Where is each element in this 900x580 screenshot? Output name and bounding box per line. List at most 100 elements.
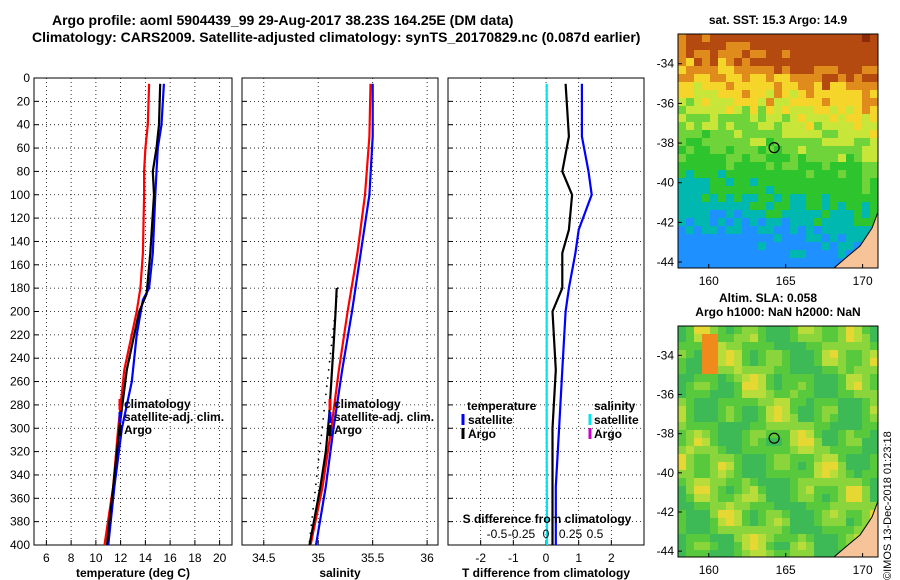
argo-salinity-dot: [325, 385, 328, 388]
sst-map-cell: [758, 186, 767, 195]
sla-map-cell: [718, 334, 727, 343]
sst-map-cell: [846, 130, 855, 139]
sst-map-cell: [750, 122, 759, 131]
sst-map-cell: [838, 98, 847, 107]
sla-map-cell: [798, 334, 807, 343]
sla-map-cell: [718, 382, 727, 391]
sla-map-cell: [694, 510, 703, 519]
sla-map-cell: [806, 414, 815, 423]
difference-xtick-label: 2: [608, 551, 615, 565]
sst-map-cell: [854, 226, 863, 235]
sst-map-cell: [854, 218, 863, 227]
sla-map-cell: [718, 422, 727, 431]
sla-map-cell: [790, 326, 799, 335]
sst-map-cell: [710, 186, 719, 195]
sla-map-cell: [726, 454, 735, 463]
sst-map-cell: [806, 242, 815, 251]
sla-map-cell: [814, 542, 823, 551]
sst-map-cell: [814, 250, 823, 259]
sla-map-cell: [766, 462, 775, 471]
sst-map-cell: [790, 194, 799, 203]
sla-map-cell: [854, 494, 863, 503]
sst-map-cell: [750, 50, 759, 59]
sst-map-cell: [862, 130, 871, 139]
sst-map-cell: [846, 162, 855, 171]
sst-map-cell: [750, 98, 759, 107]
sst-map-cell: [750, 42, 759, 51]
sst-map-cell: [750, 106, 759, 115]
sst-map-cell: [758, 266, 767, 269]
sst-map-cell: [678, 114, 687, 123]
sla-map-cell: [750, 454, 759, 463]
sst-map-cell: [702, 202, 711, 211]
sst-map-cell: [774, 114, 783, 123]
salinity-xtick-label: 36: [420, 551, 434, 565]
argo-salinity-dot: [311, 516, 314, 518]
sst-map-cell: [694, 170, 703, 179]
sla-map-cell: [806, 366, 815, 375]
sla-map-cell: [822, 550, 831, 558]
sst-map-cell: [790, 258, 799, 267]
sst-map-cell: [694, 218, 703, 227]
sst-map-cell: [702, 138, 711, 147]
sst-map-cell: [678, 234, 687, 243]
sla-map-cell: [766, 518, 775, 527]
sla-map-cell: [862, 414, 871, 423]
sst-map-cell: [838, 66, 847, 75]
sst-map-cell: [694, 154, 703, 163]
sst-map-cell: [766, 154, 775, 163]
imos-timestamp: ©IMOS 13-Dec-2018 01:23:18: [882, 431, 894, 580]
sst-map-cell: [862, 154, 871, 163]
sst-map-cell: [718, 202, 727, 211]
sst-map-cell: [790, 154, 799, 163]
sst-map-cell: [678, 42, 687, 51]
sst-map-cell: [870, 154, 879, 163]
sla-map-cell: [846, 326, 855, 335]
sst-map-cell: [782, 210, 791, 219]
sla-map-cell: [726, 334, 735, 343]
sla-map-cell: [734, 462, 743, 471]
sla-map-cell: [782, 374, 791, 383]
sst-map-cell: [814, 202, 823, 211]
sla-map-cell: [782, 478, 791, 487]
sla-map-cell: [790, 454, 799, 463]
sla-map-cell: [750, 406, 759, 415]
sst-map-cell: [702, 106, 711, 115]
sst-map-cell: [702, 74, 711, 83]
sst-map-cell: [686, 258, 695, 267]
sst-map-cell: [814, 42, 823, 51]
sla-map-cell: [750, 350, 759, 359]
sla-map-cell: [782, 542, 791, 551]
sla-map-cell: [694, 358, 703, 367]
sla-map-cell: [830, 334, 839, 343]
sla-map-cell: [758, 502, 767, 511]
sla-map-cell: [718, 534, 727, 543]
sla-map-cell: [686, 494, 695, 503]
sla-map-cell: [726, 414, 735, 423]
sla-map-cell: [822, 542, 831, 551]
sst-map-cell: [750, 226, 759, 235]
sla-map-cell: [702, 486, 711, 495]
sla-map-cell: [694, 542, 703, 551]
sla-map-cell: [814, 374, 823, 383]
sst-map-cell: [838, 234, 847, 243]
sst-map-cell: [782, 82, 791, 91]
sla-map-cell: [782, 422, 791, 431]
sla-map-cell: [702, 478, 711, 487]
argo-salinity-dot: [308, 540, 311, 543]
sla-map-cell: [686, 382, 695, 391]
sla-map-cell: [710, 494, 719, 503]
sst-map-cell: [718, 194, 727, 203]
sla-map-cell: [766, 422, 775, 431]
sst-map-cell: [846, 234, 855, 243]
sla-map-cell: [734, 358, 743, 367]
sla-map-cell: [790, 350, 799, 359]
sla-map-cell: [790, 422, 799, 431]
sst-map-cell: [750, 66, 759, 75]
sst-map-cell: [678, 250, 687, 259]
sla-map-cell: [814, 494, 823, 503]
sla-map-cell: [806, 438, 815, 447]
temperature-xlabel: temperature (deg C): [76, 566, 190, 580]
